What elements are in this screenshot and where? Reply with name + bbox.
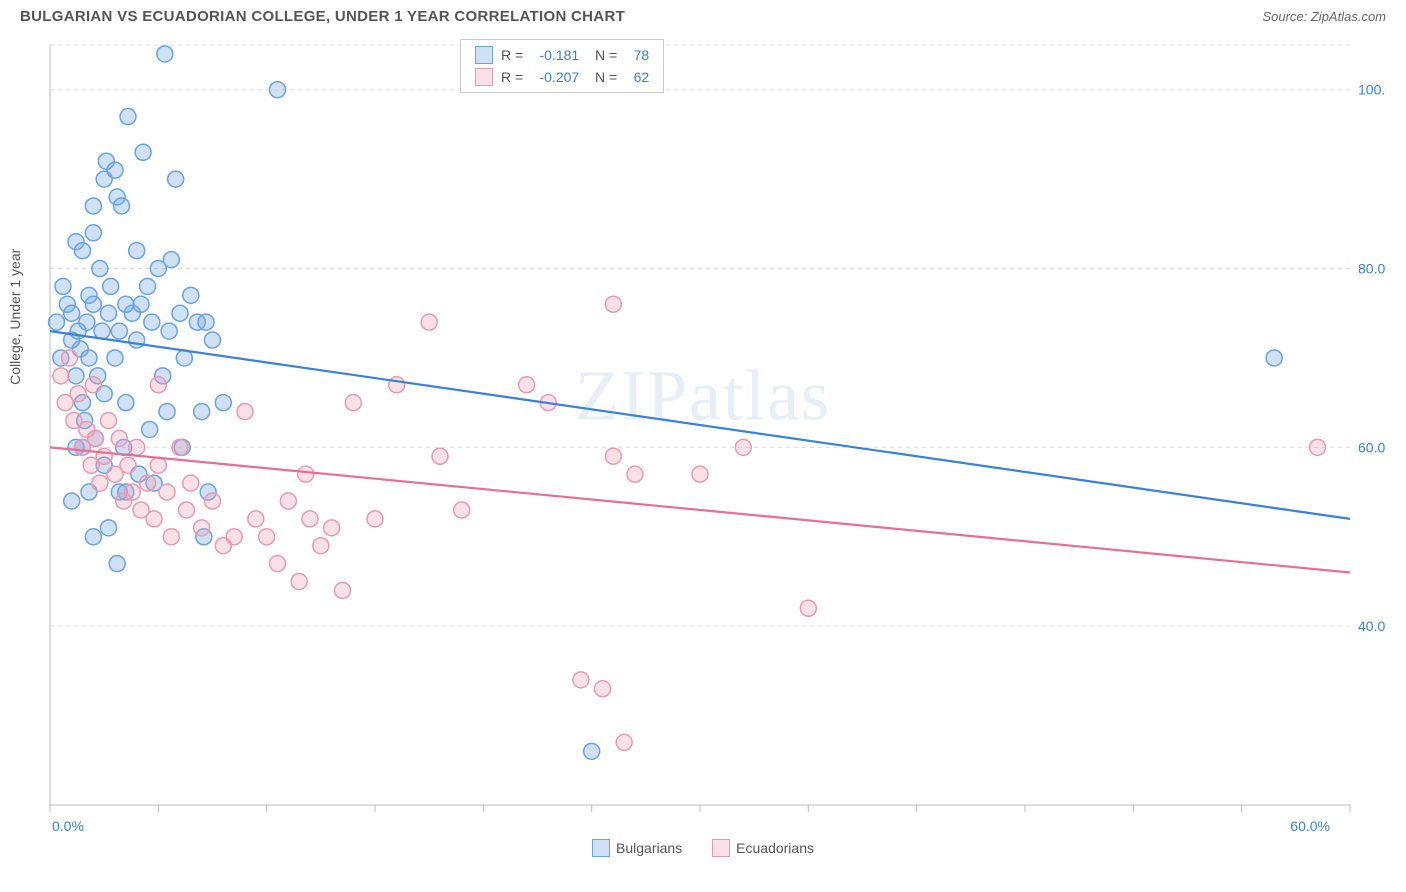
r-label: R = bbox=[501, 66, 523, 88]
correlation-legend: R = -0.181 N = 78 R = -0.207 N = 62 bbox=[460, 39, 664, 93]
n-value: 78 bbox=[625, 44, 649, 66]
swatch-icon bbox=[712, 839, 730, 857]
legend-row-ecuadorians: R = -0.207 N = 62 bbox=[475, 66, 649, 88]
swatch-icon bbox=[592, 839, 610, 857]
chart-container: College, Under 1 year 40.0%60.0%80.0%100… bbox=[20, 35, 1386, 855]
svg-text:40.0%: 40.0% bbox=[1358, 618, 1386, 634]
r-value: -0.207 bbox=[531, 66, 579, 88]
scatter-chart: 40.0% 60.0% 80.0% 100.0% 0.0% 60.0% bbox=[20, 35, 1386, 855]
legend-item-ecuadorians: Ecuadorians bbox=[712, 839, 814, 857]
r-value: -0.181 bbox=[531, 44, 579, 66]
series-legend: Bulgarians Ecuadorians bbox=[592, 839, 814, 857]
legend-label: Bulgarians bbox=[616, 840, 682, 856]
r-label: R = bbox=[501, 44, 523, 66]
n-value: 62 bbox=[625, 66, 649, 88]
chart-source: Source: ZipAtlas.com bbox=[1262, 9, 1386, 24]
n-label: N = bbox=[587, 66, 617, 88]
legend-label: Ecuadorians bbox=[736, 840, 814, 856]
legend-item-bulgarians: Bulgarians bbox=[592, 839, 682, 857]
legend-row-bulgarians: R = -0.181 N = 78 bbox=[475, 44, 649, 66]
svg-text:0.0%: 0.0% bbox=[52, 818, 84, 834]
svg-text:100.0%: 100.0% bbox=[1358, 82, 1386, 98]
svg-text:80.0%: 80.0% bbox=[1358, 261, 1386, 277]
chart-title: BULGARIAN VS ECUADORIAN COLLEGE, UNDER 1… bbox=[20, 8, 625, 25]
swatch-icon bbox=[475, 68, 493, 86]
svg-text:60.0%: 60.0% bbox=[1358, 439, 1386, 455]
svg-text:60.0%: 60.0% bbox=[1290, 818, 1330, 834]
swatch-icon bbox=[475, 46, 493, 64]
n-label: N = bbox=[587, 44, 617, 66]
